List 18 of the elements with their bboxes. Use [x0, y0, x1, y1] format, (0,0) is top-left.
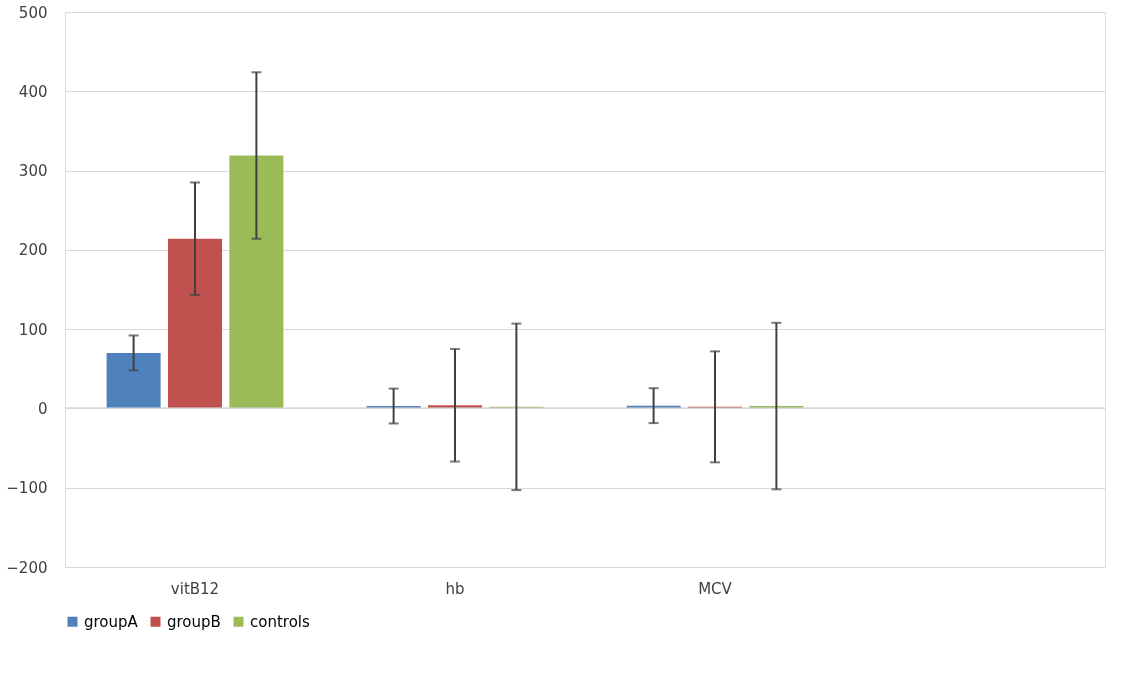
y-tick-label: −200 — [6, 558, 48, 577]
bar — [167, 238, 223, 409]
x-tick-label: hb — [445, 579, 465, 598]
bar — [106, 352, 161, 409]
x-tick-label: vitB12 — [170, 579, 220, 598]
x-tick-label: MCV — [698, 579, 733, 598]
y-tick-label: 300 — [18, 162, 48, 181]
y-tick-label: 500 — [18, 3, 48, 22]
y-tick-label: 200 — [18, 241, 48, 260]
bar — [229, 155, 284, 409]
y-tick-label: −100 — [6, 479, 48, 498]
bar — [427, 405, 483, 409]
legend-label: groupA — [84, 612, 139, 631]
legend-label: controls — [250, 612, 310, 631]
y-tick-label: 0 — [37, 399, 48, 418]
y-tick-label: 100 — [18, 320, 48, 339]
y-tick-label: 400 — [18, 82, 48, 101]
legend-label: groupB — [167, 612, 221, 631]
